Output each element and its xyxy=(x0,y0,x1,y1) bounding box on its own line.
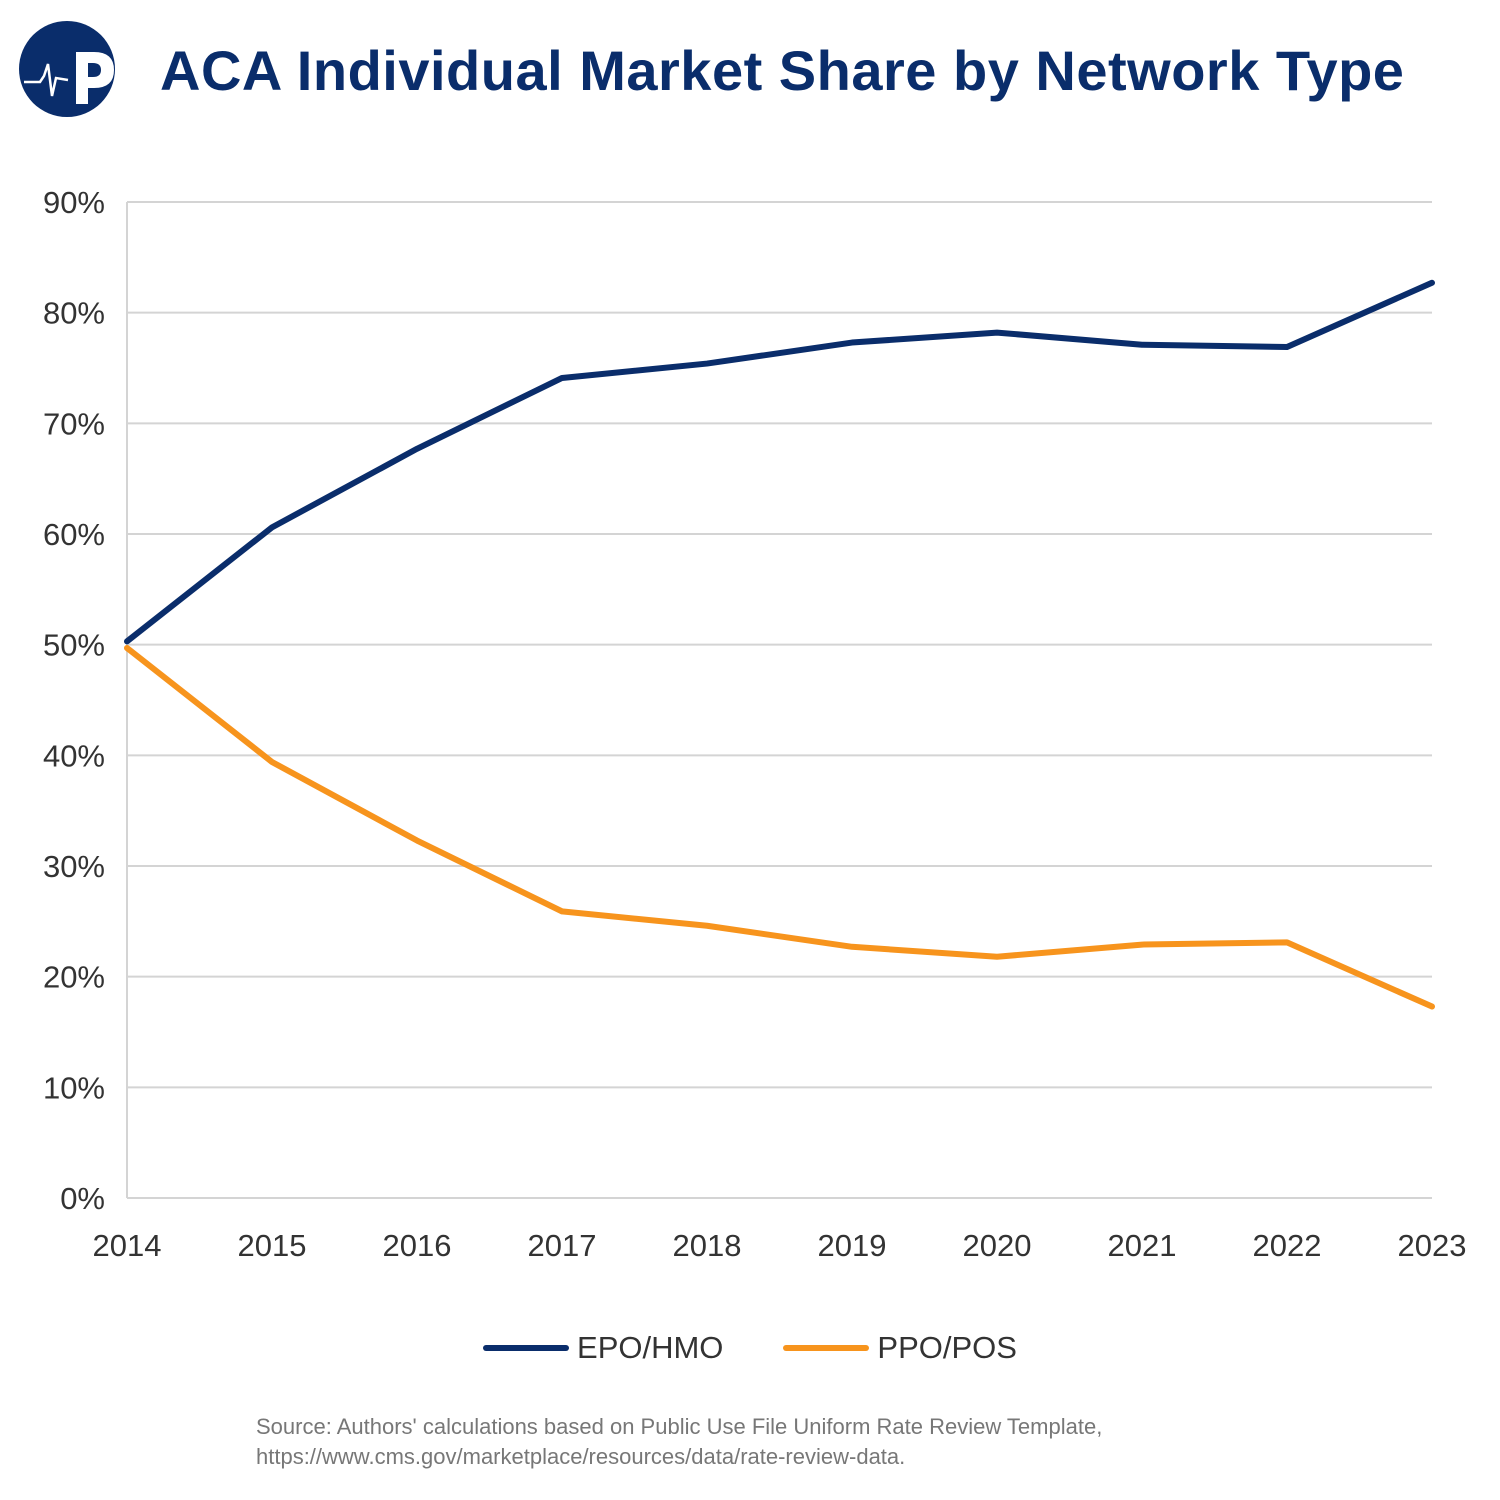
source-line-2: https://www.cms.gov/marketplace/resource… xyxy=(256,1444,906,1469)
y-tick-label: 50% xyxy=(43,628,105,663)
x-tick-label: 2020 xyxy=(963,1228,1032,1263)
x-tick-label: 2019 xyxy=(818,1228,887,1263)
y-tick-label: 90% xyxy=(43,185,105,220)
source-note: Source: Authors' calculations based on P… xyxy=(256,1412,1102,1472)
legend-label: PPO/POS xyxy=(877,1330,1017,1365)
y-tick-label: 70% xyxy=(43,406,105,441)
legend: EPO/HMO PPO/POS xyxy=(0,1330,1500,1366)
y-tick-label: 40% xyxy=(43,738,105,773)
source-line-1: Source: Authors' calculations based on P… xyxy=(256,1414,1103,1439)
series-line-epo-hmo xyxy=(124,279,1435,645)
legend-swatch xyxy=(783,1345,870,1351)
logo xyxy=(18,20,116,123)
x-tick-label: 2015 xyxy=(238,1228,307,1263)
y-tick-label: 30% xyxy=(43,849,105,884)
x-tick-label: 2018 xyxy=(673,1228,742,1263)
line-chart: 0% 10% 20% 30% 40% 50% 60% 70% 80% 90% 2014 2015 201… xyxy=(43,185,1467,1263)
legend-swatch xyxy=(483,1345,570,1351)
y-tick-label: 80% xyxy=(43,296,105,331)
x-tick-label: 2022 xyxy=(1253,1228,1322,1263)
legend-label: EPO/HMO xyxy=(577,1330,724,1365)
legend-item-ppo-pos: PPO/POS xyxy=(783,1330,1017,1366)
x-tick-label: 2017 xyxy=(528,1228,597,1263)
legend-item-epo-hmo: EPO/HMO xyxy=(483,1330,723,1366)
x-tick-label: 2021 xyxy=(1108,1228,1177,1263)
y-tick-label: 10% xyxy=(43,1070,105,1105)
x-tick-label: 2016 xyxy=(383,1228,452,1263)
x-tick-label: 2023 xyxy=(1398,1228,1467,1263)
y-tick-label: 60% xyxy=(43,517,105,552)
x-tick-label: 2014 xyxy=(93,1228,162,1263)
y-tick-label: 20% xyxy=(43,960,105,995)
series-line-ppo-pos xyxy=(124,644,1435,1010)
chart-title: ACA Individual Market Share by Network T… xyxy=(160,39,1405,102)
y-tick-label: 0% xyxy=(60,1181,105,1216)
